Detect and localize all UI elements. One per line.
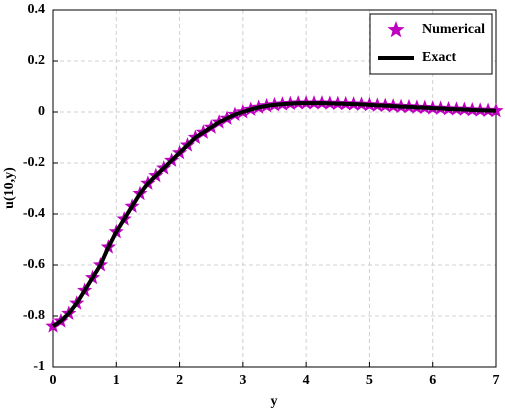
legend-box xyxy=(369,13,493,75)
y-axis-label: u(10,y) xyxy=(2,167,17,209)
x-tick-label: 3 xyxy=(239,373,246,388)
x-tick-label: 5 xyxy=(366,373,373,388)
y-tick-label: -0.8 xyxy=(23,308,45,323)
x-axis-label: y xyxy=(271,394,278,409)
legend-label: Numerical xyxy=(422,22,485,37)
exact-line xyxy=(51,101,497,328)
x-tick-label: 6 xyxy=(429,373,436,388)
x-tick-label: 0 xyxy=(50,373,57,388)
legend-label: Exact xyxy=(422,50,457,65)
y-tick-label: -1 xyxy=(33,359,45,374)
x-tick-label: 7 xyxy=(493,373,500,388)
legend-marker xyxy=(387,21,405,38)
y-tick-label: 0.4 xyxy=(28,2,46,17)
y-tick-label: -0.2 xyxy=(23,155,45,170)
y-tick-label: -0.6 xyxy=(23,257,45,272)
plot-frame xyxy=(52,9,497,368)
x-tick-label: 4 xyxy=(303,373,310,388)
y-tick-label: 0.2 xyxy=(28,53,46,68)
y-tick-label: 0 xyxy=(38,104,45,119)
x-tick-label: 2 xyxy=(176,373,183,388)
x-tick-label: 1 xyxy=(113,373,120,388)
y-tick-label: -0.4 xyxy=(23,206,45,221)
